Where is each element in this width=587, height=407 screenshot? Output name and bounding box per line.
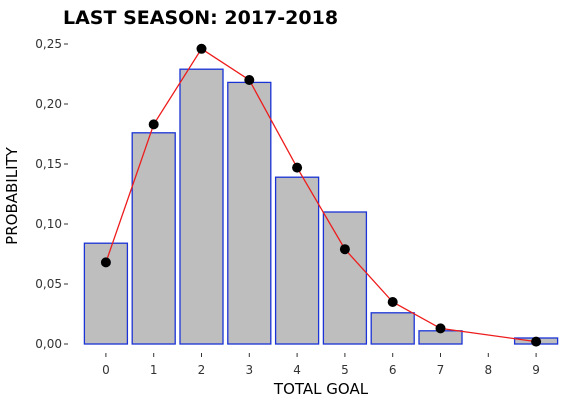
x-tick-label: 9 xyxy=(532,363,540,377)
data-point xyxy=(435,323,446,334)
bar xyxy=(131,132,176,345)
bar xyxy=(83,242,129,345)
x-axis-label: TOTAL GOAL xyxy=(273,380,369,398)
x-tick-label: 2 xyxy=(198,363,206,377)
x-tick-label: 5 xyxy=(341,363,349,377)
line-series xyxy=(100,43,542,347)
y-tick-label: 0,25 xyxy=(35,37,62,51)
y-axis: 0,00 0,05 0,10 0,15 0,20 0,25 xyxy=(35,37,68,351)
y-tick-label: 0,15 xyxy=(35,157,62,171)
data-point xyxy=(339,244,350,255)
y-axis-label: PROBABILITY xyxy=(3,146,21,244)
data-point xyxy=(387,297,398,307)
bar xyxy=(227,81,272,345)
data-point xyxy=(244,75,255,85)
bar xyxy=(179,68,224,345)
data-point xyxy=(531,336,542,347)
y-tick-label: 0,10 xyxy=(35,217,62,231)
x-tick-label: 7 xyxy=(437,363,445,377)
x-tick-label: 0 xyxy=(102,363,110,377)
x-axis: 0 1 2 3 4 5 6 7 8 9 xyxy=(102,353,540,377)
x-tick-label: 3 xyxy=(245,363,253,377)
bar-series xyxy=(83,68,559,345)
x-tick-label: 8 xyxy=(484,363,492,377)
y-tick-label: 0,00 xyxy=(35,337,62,351)
x-tick-label: 4 xyxy=(293,363,301,377)
chart-title: LAST SEASON: 2017-2018 xyxy=(63,7,338,29)
x-tick-label: 6 xyxy=(389,363,397,377)
y-tick-label: 0,05 xyxy=(35,277,62,291)
data-point xyxy=(292,162,303,173)
x-tick-label: 1 xyxy=(150,363,158,377)
y-tick-label: 0,20 xyxy=(35,97,62,111)
data-point xyxy=(148,119,159,130)
data-point xyxy=(196,43,207,54)
data-point xyxy=(100,257,111,268)
bar xyxy=(274,176,320,345)
bar xyxy=(370,312,415,345)
bar xyxy=(322,211,368,345)
